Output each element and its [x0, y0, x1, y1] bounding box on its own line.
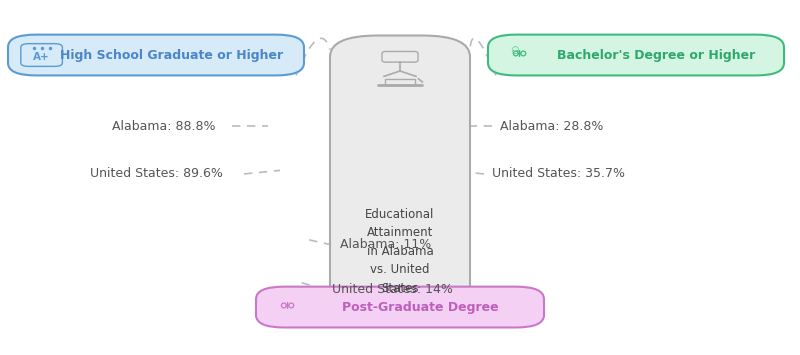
FancyBboxPatch shape [385, 79, 415, 85]
Text: Bachelor's Degree or Higher: Bachelor's Degree or Higher [557, 49, 755, 61]
FancyBboxPatch shape [330, 36, 470, 320]
Text: Alabama: 28.8%: Alabama: 28.8% [500, 120, 603, 132]
Text: ⚮: ⚮ [279, 298, 294, 316]
FancyBboxPatch shape [382, 51, 418, 62]
Text: High School Graduate or Higher: High School Graduate or Higher [61, 49, 283, 61]
Text: Post-Graduate Degree: Post-Graduate Degree [342, 301, 498, 313]
Text: ⚮: ⚮ [511, 46, 526, 64]
Text: ⚇: ⚇ [510, 46, 518, 56]
Text: United States: 89.6%: United States: 89.6% [90, 168, 222, 180]
FancyBboxPatch shape [21, 44, 62, 66]
Text: Alabama: 11%: Alabama: 11% [340, 239, 431, 251]
FancyBboxPatch shape [256, 287, 544, 327]
Text: United States: 14%: United States: 14% [332, 283, 453, 296]
Text: A+: A+ [34, 52, 50, 62]
FancyBboxPatch shape [8, 35, 304, 75]
Text: Educational
Attainment
in Alabama
vs. United
States: Educational Attainment in Alabama vs. Un… [366, 208, 434, 295]
Text: Alabama: 88.8%: Alabama: 88.8% [112, 120, 216, 132]
FancyBboxPatch shape [488, 35, 784, 75]
Text: United States: 35.7%: United States: 35.7% [492, 168, 625, 180]
